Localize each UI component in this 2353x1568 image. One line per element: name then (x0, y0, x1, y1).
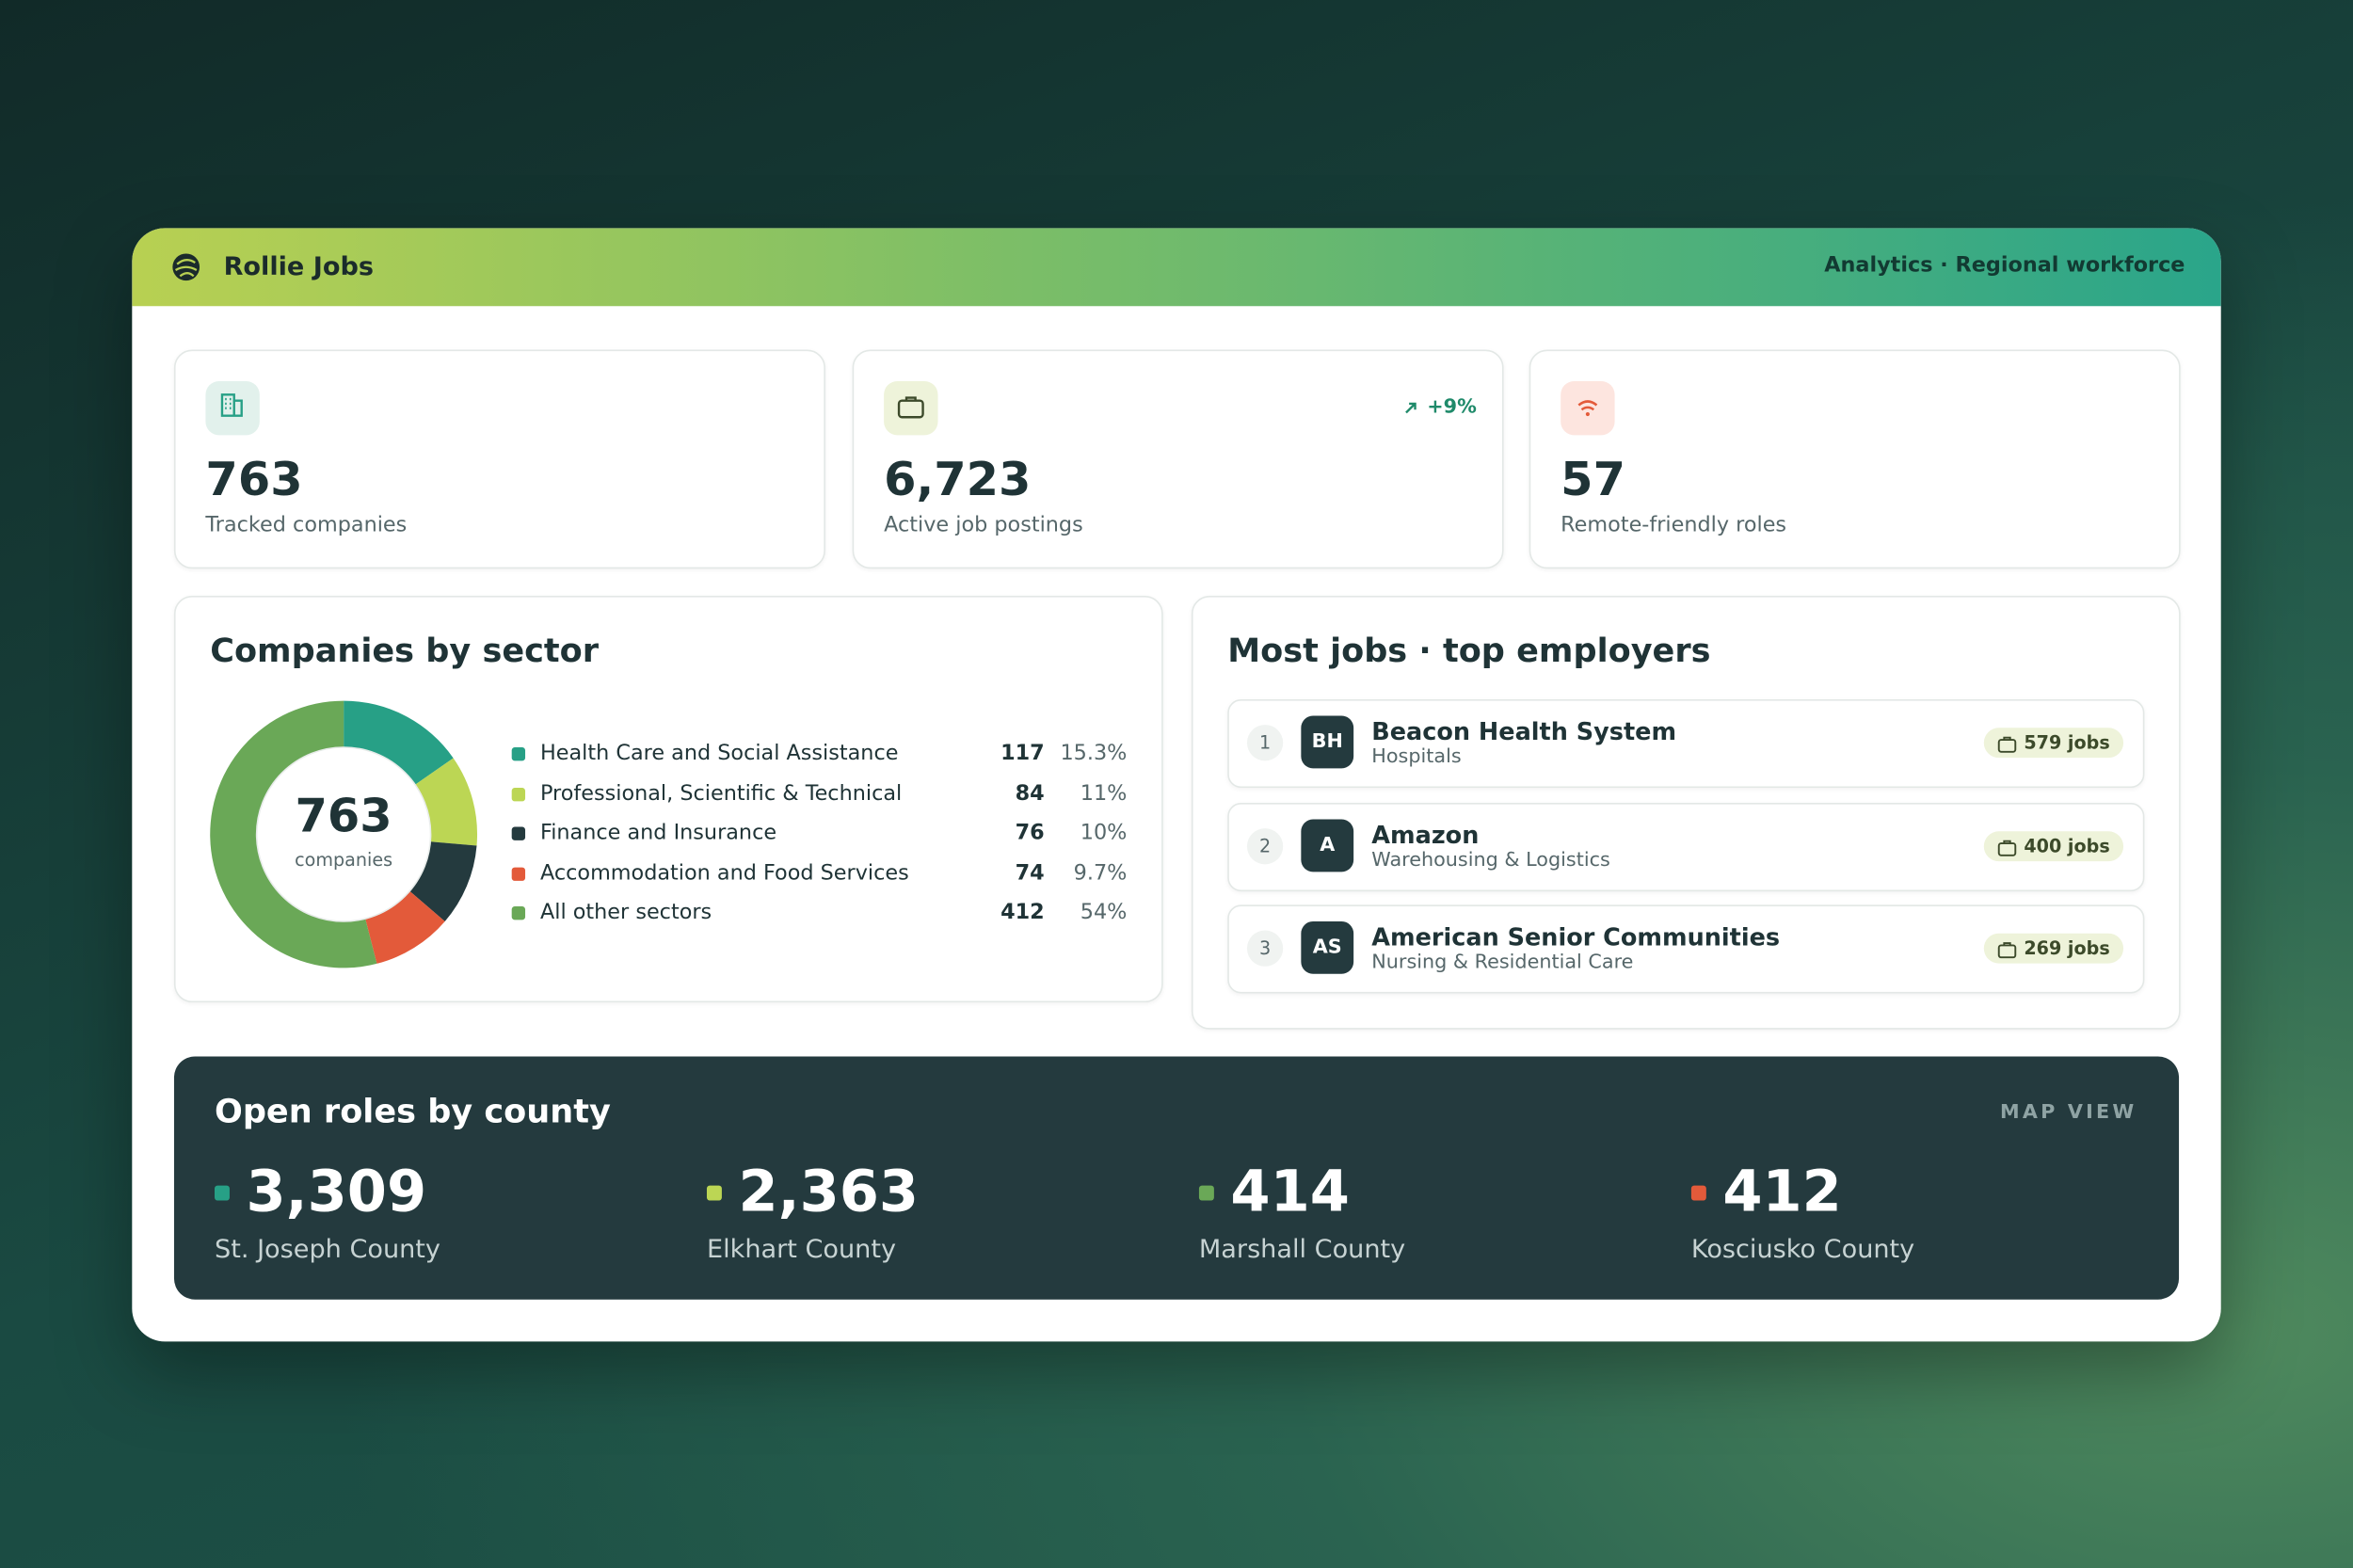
county-dot (706, 1185, 722, 1201)
employer-category: Hospitals (1371, 745, 1462, 769)
donut-segment (210, 700, 377, 968)
jobs-count: 269 jobs (2024, 937, 2110, 959)
kpi-icon-glyph (220, 393, 243, 417)
legend-label: Health Care and Social Assistance (539, 741, 899, 766)
county-dot (1198, 1185, 1214, 1201)
legend-count: 84 (1015, 780, 1045, 806)
employer-row[interactable]: 2 A Amazon Warehousing & Logistics 400 jobs (1227, 802, 2145, 891)
logo (172, 253, 200, 281)
legend-label: Finance and Insurance (539, 821, 777, 845)
kpi-value: 6,723 (884, 453, 1032, 507)
legend-swatch (511, 826, 526, 840)
legend-swatch (511, 747, 526, 761)
kpi-icon (205, 380, 260, 436)
employer-row[interactable]: 1 BH Beacon Health System Hospitals 579 jobs (1227, 698, 2145, 789)
legend-share: 15.3% (1060, 741, 1128, 766)
employer-category: Warehousing & Logistics (1371, 848, 1610, 872)
legend-swatch (511, 866, 526, 881)
legend-count: 117 (1000, 741, 1045, 766)
employer-avatar: AS (1301, 920, 1354, 974)
employer-name: American Senior Communities (1371, 922, 1781, 952)
legend-share: 54% (1080, 900, 1128, 925)
employer-name: Beacon Health System (1371, 717, 1677, 746)
county-dot (1690, 1185, 1706, 1201)
county-name: Marshall County (1198, 1235, 1406, 1266)
donut-center-label: companies (295, 849, 393, 871)
county-value: 3,309 (246, 1158, 427, 1225)
kpi-label: Active job postings (884, 513, 1083, 537)
kpi-icon (884, 380, 938, 436)
legend-label: Professional, Scientific & Technical (539, 780, 903, 806)
legend-swatch (511, 787, 526, 801)
jobs-badge: 269 jobs (1983, 933, 2124, 964)
donut-hole (255, 746, 432, 922)
header-context: Analytics · Regional workforce (1824, 253, 2185, 278)
legend-label: All other sectors (539, 900, 712, 925)
donut-segment (365, 890, 445, 964)
employer-row[interactable]: 3 AS American Senior Communities Nursing & … (1227, 904, 2145, 994)
sector-title: Companies by sector (210, 632, 600, 671)
county-name: St. Joseph County (214, 1235, 440, 1266)
donut-center-value: 763 (295, 789, 392, 844)
jobs-icon (1997, 736, 2016, 753)
employers-title: Most jobs · top employers (1227, 632, 1711, 671)
jobs-badge: 400 jobs (1983, 830, 2124, 861)
kpi-card: 763 Tracked companies (173, 349, 825, 569)
employer-rank: 3 (1246, 930, 1284, 967)
kpi-icon (1561, 380, 1615, 436)
kpi-label: Remote-friendly roles (1561, 513, 1787, 537)
jobs-icon (1997, 839, 2016, 856)
jobs-count: 579 jobs (2024, 732, 2110, 754)
legend-count: 76 (1015, 821, 1045, 845)
kpi-card: 57 Remote-friendly roles (1529, 349, 2181, 569)
employer-rank: 1 (1246, 725, 1284, 761)
jobs-icon (1997, 942, 2016, 959)
employer-avatar: BH (1301, 715, 1354, 769)
counties-panel: Open roles by county MAP VIEW 3,309 St. Jos… (173, 1056, 2180, 1300)
donut-segment (344, 700, 454, 785)
header-bar (132, 228, 2221, 307)
county-name: Elkhart County (706, 1235, 897, 1266)
legend-share: 11% (1080, 780, 1128, 806)
trend-arrow (1405, 402, 1417, 414)
donut-chart (210, 700, 478, 968)
county-value: 2,363 (738, 1158, 920, 1225)
legend-label: Accommodation and Food Services (539, 860, 909, 885)
kpi-icon-glyph (1577, 400, 1598, 417)
county-value: 412 (1722, 1158, 1842, 1225)
county-dot (214, 1185, 230, 1201)
kpi-trend: +9% (1427, 395, 1477, 419)
legend-share: 9.7% (1073, 860, 1128, 885)
county-name: Kosciusko County (1690, 1235, 1915, 1266)
legend-swatch (511, 906, 526, 920)
employers-card: Most jobs · top employers 1 BH Beacon Healt… (1191, 595, 2181, 1030)
employer-category: Nursing & Residential Care (1371, 951, 1634, 974)
kpi-icon-glyph (897, 396, 924, 419)
employer-name: Amazon (1371, 820, 1480, 849)
kpi-value: 763 (205, 453, 303, 507)
county-value: 414 (1230, 1158, 1350, 1225)
jobs-badge: 579 jobs (1983, 728, 2124, 759)
employer-avatar: A (1301, 818, 1354, 872)
counties-title: Open roles by county (214, 1094, 611, 1132)
kpi-card: 6,723 Active job postings +9% (852, 349, 1504, 569)
map-view-link[interactable]: MAP VIEW (2000, 1101, 2137, 1125)
brand: Rollie Jobs (223, 251, 375, 282)
jobs-count: 400 jobs (2024, 835, 2110, 856)
legend-count: 412 (1000, 900, 1045, 925)
legend-count: 74 (1015, 860, 1045, 885)
sector-card: Companies by sector 763 companies Health Ca… (173, 595, 1163, 1003)
legend-share: 10% (1080, 821, 1128, 845)
kpi-label: Tracked companies (205, 513, 408, 537)
kpi-value: 57 (1561, 453, 1625, 507)
employer-rank: 2 (1246, 827, 1284, 864)
